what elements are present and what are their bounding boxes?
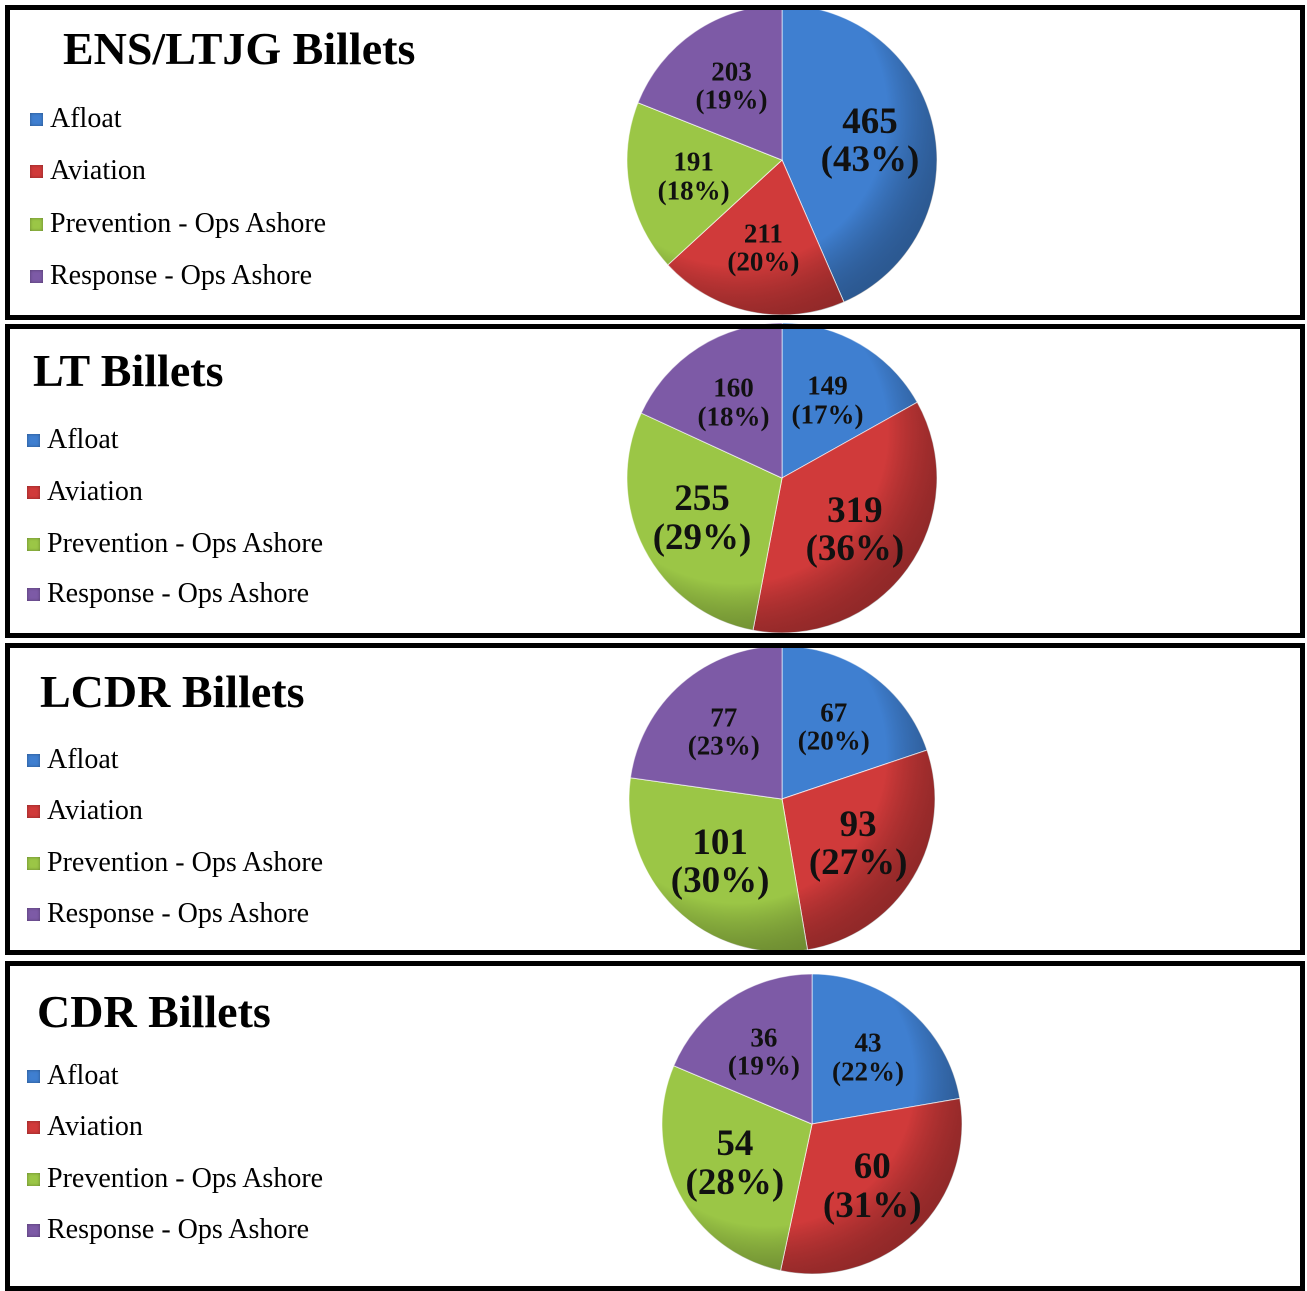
legend-swatch [27, 1121, 40, 1134]
pie-slice-shade [782, 323, 918, 478]
pie-slice-shade [630, 646, 782, 799]
legend-label: Response - Ops Ashore [50, 260, 313, 291]
pie-slice-shade [780, 1098, 962, 1274]
legend-label: Prevention - Ops Ashore [47, 847, 324, 878]
pie-slice-shade [627, 102, 782, 265]
legend-label: Aviation [47, 1111, 143, 1142]
data-label: 465 (43%) [820, 100, 920, 181]
legend-swatch [27, 1224, 40, 1237]
data-label: 203 (19%) [695, 56, 768, 115]
legend-label: Response - Ops Ashore [47, 1214, 310, 1245]
legend-swatch [27, 857, 40, 870]
legend-label: Afloat [47, 1060, 119, 1091]
chart-title: LT Billets [33, 345, 224, 396]
pie-slice-shade [812, 974, 960, 1124]
legend-swatch [27, 588, 40, 601]
data-label: 149 (17%) [791, 371, 864, 430]
legend-swatch [30, 113, 43, 126]
data-label: 191 (18%) [657, 146, 730, 206]
pie-slice-shade [641, 323, 782, 478]
legend-label: Response - Ops Ashore [47, 578, 310, 609]
legend-swatch [30, 165, 43, 178]
legend-label: Aviation [47, 795, 143, 826]
chart-panel [5, 5, 1305, 320]
data-label: 54 (28%) [685, 1123, 785, 1204]
legend-swatch [27, 538, 40, 551]
legend-label: Afloat [50, 103, 122, 134]
legend-swatch [27, 754, 40, 767]
data-label: 101 (30%) [670, 821, 770, 902]
legend-swatch [27, 486, 40, 499]
legend-label: Afloat [47, 744, 119, 775]
legend-swatch [27, 805, 40, 818]
legend-label: Aviation [50, 155, 146, 186]
legend-label: Response - Ops Ashore [47, 898, 310, 929]
legend-label: Aviation [47, 476, 143, 507]
pie-slice-shade [626, 413, 782, 631]
data-label: 60 (31%) [822, 1145, 922, 1226]
pie-slice-shade [752, 402, 938, 633]
data-label: 36 (19%) [727, 1022, 800, 1081]
data-label: 93 (27%) [808, 803, 908, 884]
data-label: 67 (20%) [797, 697, 870, 756]
legend-label: Prevention - Ops Ashore [47, 528, 324, 559]
data-label: 160 (18%) [697, 372, 770, 432]
legend-swatch [30, 218, 43, 231]
pie-slice-shade [782, 750, 936, 950]
legend-label: Prevention - Ops Ashore [47, 1163, 324, 1194]
chart-panel [5, 643, 1305, 955]
data-label: 255 (29%) [652, 478, 752, 559]
data-label: 211 (20%) [727, 218, 800, 277]
data-label: 319 (36%) [805, 489, 905, 570]
data-label: 43 (22%) [832, 1028, 905, 1087]
legend-swatch [27, 1173, 40, 1186]
chart-title: ENS/LTJG Billets [63, 23, 416, 74]
pie-slice-shade [629, 777, 808, 952]
legend-swatch [27, 908, 40, 921]
legend-label: Prevention - Ops Ashore [50, 208, 327, 239]
legend-label: Afloat [47, 424, 119, 455]
legend-swatch [30, 270, 43, 283]
data-label: 77 (23%) [687, 702, 760, 762]
pie-slice-shade [673, 974, 812, 1124]
pie-slice-shade [662, 1065, 812, 1271]
legend-swatch [27, 1070, 40, 1083]
chart-panel [5, 324, 1305, 638]
pie-slice-shade [782, 5, 937, 303]
chart-title: LCDR Billets [40, 666, 305, 717]
pie-slice-shade [667, 160, 844, 315]
legend-swatch [27, 434, 40, 447]
pie-slice-shade [637, 4, 782, 160]
chart-title: CDR Billets [37, 986, 271, 1037]
pie-slice-shade [782, 646, 927, 799]
